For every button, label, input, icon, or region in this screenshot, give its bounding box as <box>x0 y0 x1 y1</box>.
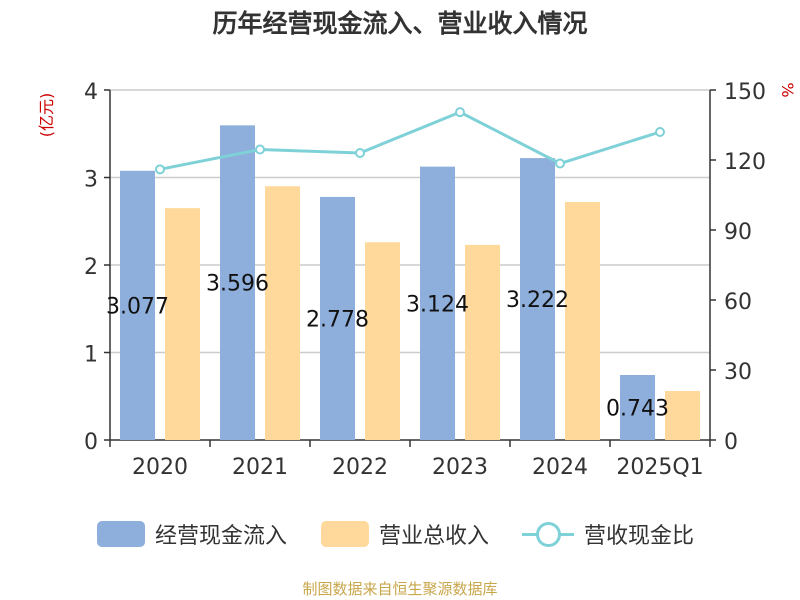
ratio-line <box>155 107 665 175</box>
data-label-cash-inflow: 2.778 <box>306 307 369 332</box>
grid-lines <box>110 89 710 354</box>
bar-revenue <box>665 391 700 440</box>
ratio-point <box>455 107 465 118</box>
source-note: 制图数据来自恒生聚源数据库 <box>302 580 498 598</box>
x-axis-tick-label: 2021 <box>232 455 288 480</box>
bar-cash-inflow <box>320 196 355 440</box>
chart-title: 历年经营现金流入、营业收入情况 <box>212 9 588 38</box>
x-axis-tick-label: 2023 <box>432 455 488 480</box>
data-label-cash-inflow: 3.124 <box>406 292 469 317</box>
bars <box>120 125 700 440</box>
legend-label-cash-inflow: 经营现金流入 <box>155 524 288 549</box>
bar-cash-inflow <box>620 374 655 440</box>
data-label-cash-inflow: 3.077 <box>106 294 169 319</box>
legend-item-cash-inflow[interactable]: 经营现金流入 <box>97 514 287 554</box>
x-axis-tick-label: 2022 <box>332 455 388 480</box>
legend-swatch-cash-inflow <box>97 521 145 547</box>
left-axis-tick-label: 1 <box>84 343 98 368</box>
axes: 0 1 2 3 4 0 30 60 90 120 150 (亿元)% 2020 2021 2022 2023 2… <box>37 80 797 480</box>
bar-cash-inflow <box>420 166 455 440</box>
legend-label-revenue: 营业总收入 <box>379 524 490 549</box>
bar-revenue <box>265 186 300 440</box>
ratio-point <box>155 164 165 175</box>
right-axis-tick-label: 150 <box>724 80 766 105</box>
bar-cash-inflow <box>520 158 555 440</box>
left-axis-tick-label: 3 <box>84 168 98 193</box>
legend-item-ratio[interactable]: 营收现金比 <box>522 514 694 554</box>
x-axis-tick-label: 2020 <box>132 455 188 480</box>
bar-revenue <box>465 244 500 440</box>
data-labels: 3.077 3.596 2.778 3.124 3.222 0.743 <box>106 272 669 422</box>
left-axis-tick-label: 4 <box>84 80 98 105</box>
x-axis-tick-label: 2025Q1 <box>616 455 703 480</box>
right-axis-tick-label: 0 <box>724 430 738 455</box>
legend-label-ratio: 营收现金比 <box>584 524 695 549</box>
right-axis-tick-label: 90 <box>724 220 752 245</box>
data-label-cash-inflow: 0.743 <box>606 396 669 421</box>
legend-marker-ratio <box>522 521 574 547</box>
ratio-point <box>555 158 565 169</box>
bar-cash-inflow <box>220 125 255 440</box>
right-axis-tick-label: 30 <box>724 360 752 385</box>
legend-item-revenue[interactable]: 营业总收入 <box>321 514 489 554</box>
legend: 经营现金流入 营业总收入 营收现金比 <box>0 514 800 554</box>
bar-revenue <box>565 202 600 440</box>
left-axis-unit: (亿元) <box>37 93 56 138</box>
ratio-point <box>655 127 665 137</box>
bar-cash-inflow <box>120 170 155 440</box>
ratio-point <box>355 148 365 158</box>
left-axis-tick-label: 0 <box>84 430 98 455</box>
right-axis-tick-label: 120 <box>724 150 766 175</box>
left-axis-tick-label: 2 <box>84 255 98 280</box>
legend-swatch-revenue <box>321 521 369 547</box>
x-axis-tick-label: 2024 <box>532 455 588 480</box>
bar-revenue <box>365 242 400 440</box>
ratio-line-path <box>159 110 661 171</box>
right-axis-unit: % <box>778 82 797 97</box>
data-label-cash-inflow: 3.222 <box>506 288 569 313</box>
bar-revenue <box>165 208 200 440</box>
ratio-point <box>255 144 265 155</box>
right-axis-tick-label: 60 <box>724 290 752 315</box>
data-label-cash-inflow: 3.596 <box>206 272 269 297</box>
